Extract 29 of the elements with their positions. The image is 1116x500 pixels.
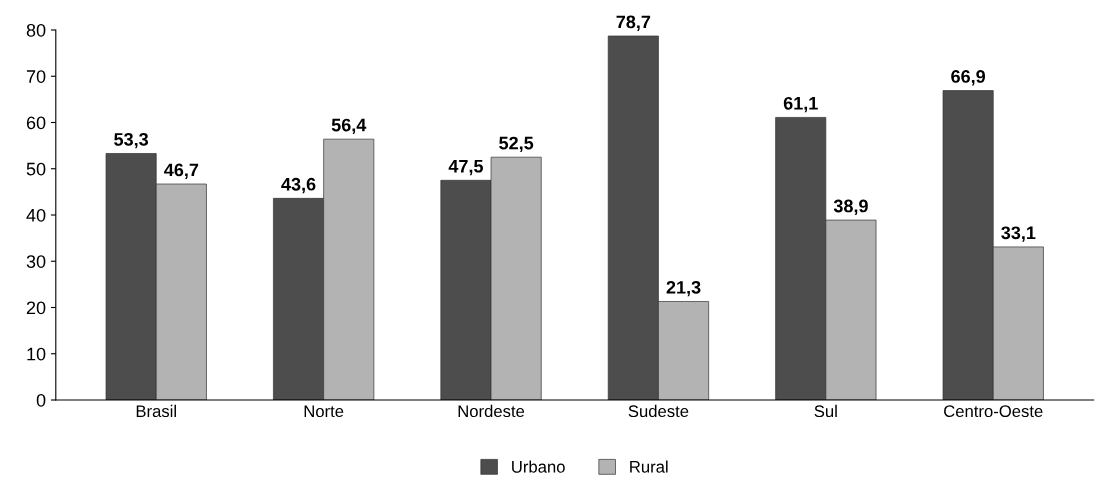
y-tick-label: 20 bbox=[26, 301, 46, 315]
y-tick-label: 50 bbox=[26, 162, 46, 176]
data-label: 43,6 bbox=[281, 177, 316, 194]
data-label: 78,7 bbox=[616, 15, 651, 31]
legend-label: Rural bbox=[630, 460, 668, 473]
data-label: 53,3 bbox=[114, 132, 149, 149]
y-tick-label: 40 bbox=[26, 208, 46, 222]
data-label: 33,1 bbox=[1001, 226, 1036, 242]
legend-label: Urbano bbox=[512, 460, 565, 473]
data-label: 66,9 bbox=[951, 70, 986, 86]
data-label: 61,1 bbox=[783, 96, 818, 113]
y-tick-label: 10 bbox=[27, 347, 46, 361]
y-tick-label: 80 bbox=[26, 23, 46, 37]
y-tick-label: 70 bbox=[26, 70, 46, 83]
data-label: 21,3 bbox=[666, 280, 701, 297]
y-tick-label: 60 bbox=[26, 116, 46, 130]
data-label: 46,7 bbox=[164, 163, 199, 179]
x-tick-label: Brasil bbox=[136, 404, 176, 418]
data-label: 38,9 bbox=[833, 199, 868, 215]
data-label: 52,5 bbox=[499, 136, 534, 153]
y-tick-label: 30 bbox=[26, 255, 46, 268]
x-tick-label: Nordeste bbox=[458, 404, 525, 418]
y-tick-label: 0 bbox=[36, 393, 46, 407]
data-label: 47,5 bbox=[448, 159, 483, 176]
x-tick-label: Norte bbox=[304, 405, 344, 418]
x-tick-label: Sudeste bbox=[628, 404, 689, 418]
x-tick-label: Sul bbox=[814, 404, 837, 418]
data-label: 56,4 bbox=[331, 118, 367, 135]
x-tick-label: Centro-Oeste bbox=[944, 405, 1043, 418]
